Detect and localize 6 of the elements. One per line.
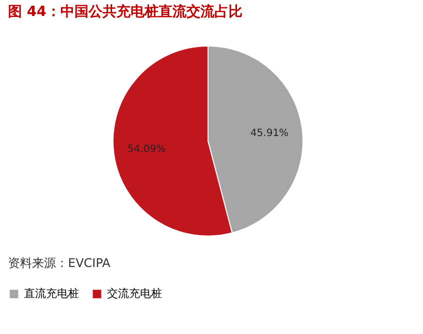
data-label: 45.91%	[250, 128, 289, 140]
data-label: 54.09%	[127, 144, 166, 155]
text: 资料来源：EVCIPA	[8, 256, 112, 270]
legend-label: 交流充电桩	[107, 287, 162, 300]
legend-label: 直流充电桩	[24, 287, 79, 300]
chart-title: 图 44：中国公共充电桩直流交流占比	[8, 3, 242, 20]
